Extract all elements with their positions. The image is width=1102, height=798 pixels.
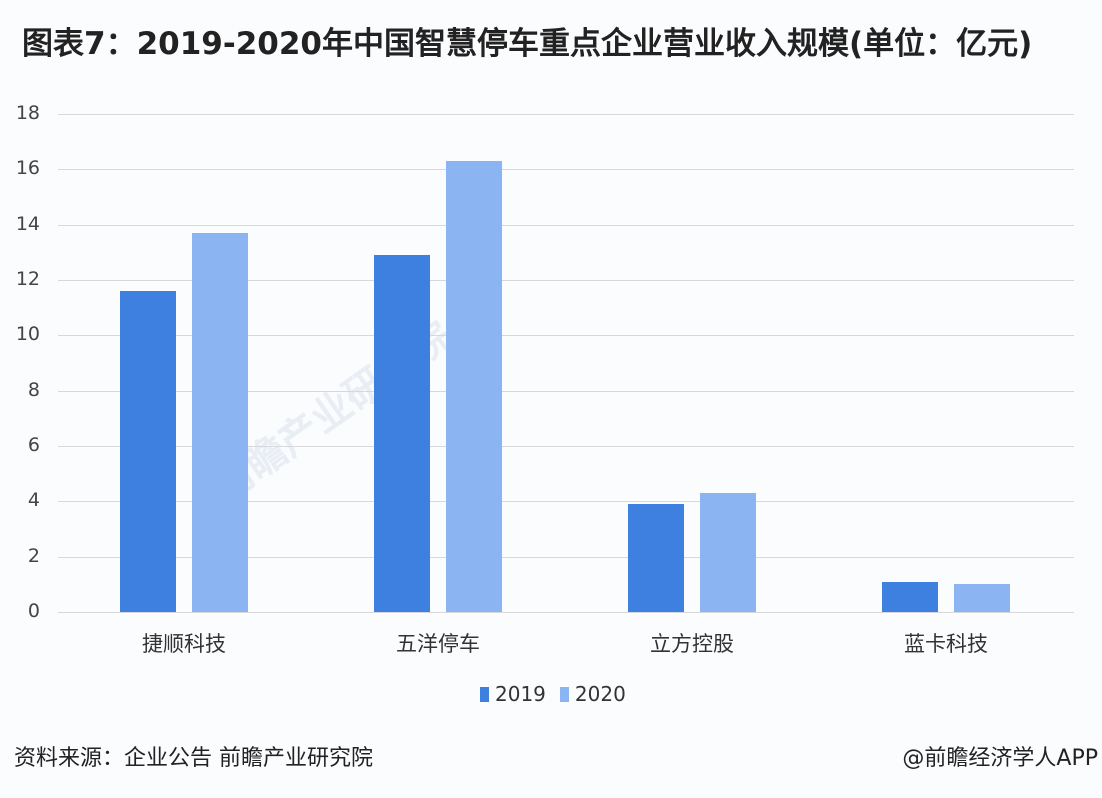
gridline: [58, 280, 1074, 281]
gridline: [58, 501, 1074, 503]
bar-2020: [192, 232, 248, 612]
y-tick-label: 8: [27, 378, 40, 401]
y-tick-label: 18: [15, 102, 40, 124]
bar-2019: [120, 291, 176, 612]
x-category-label: 立方控股: [650, 632, 734, 656]
bar-2020: [954, 584, 1010, 612]
y-tick-label: 14: [15, 212, 40, 235]
y-tick-label: 12: [15, 268, 40, 290]
x-category-label: 五洋停车: [396, 632, 480, 656]
gridline: [58, 335, 1074, 337]
legend-swatch: [480, 686, 489, 702]
gridline: [58, 390, 1074, 392]
gridline: [58, 114, 1074, 115]
legend-item-2019: 2019: [480, 682, 546, 706]
legend-label: 2019: [495, 682, 546, 706]
bar-2020: [446, 161, 502, 612]
chart-title: 图表7：2019-2020年中国智慧停车重点企业营业收入规模(单位：亿元): [22, 26, 1033, 62]
gridline: [58, 446, 1074, 447]
gridline: [58, 612, 1074, 613]
y-tick-label: 4: [27, 489, 40, 512]
source-note: 资料来源：企业公告 前瞻产业研究院: [14, 746, 373, 771]
credit-note: @前瞻经济学人APP: [902, 746, 1098, 771]
legend-item-2020: 2020: [559, 682, 626, 706]
y-tick-label: 2: [27, 544, 40, 567]
y-tick-label: 0: [27, 600, 40, 622]
y-tick-label: 10: [15, 323, 40, 346]
x-category-label: 蓝卡科技: [904, 632, 988, 656]
legend-swatch: [559, 686, 569, 702]
y-tick-label: 6: [27, 434, 40, 456]
y-tick-label: 16: [15, 157, 40, 180]
bar-2020: [700, 493, 756, 612]
bar-2019: [882, 581, 938, 612]
legend-label: 2020: [574, 682, 626, 706]
x-category-label: 捷顺科技: [142, 632, 226, 656]
bar-2019: [374, 255, 430, 612]
gridline: [58, 556, 1074, 558]
gridline: [58, 224, 1074, 226]
legend: 2019 2020: [480, 682, 640, 706]
bar-2019: [628, 504, 684, 612]
gridline: [58, 169, 1074, 171]
